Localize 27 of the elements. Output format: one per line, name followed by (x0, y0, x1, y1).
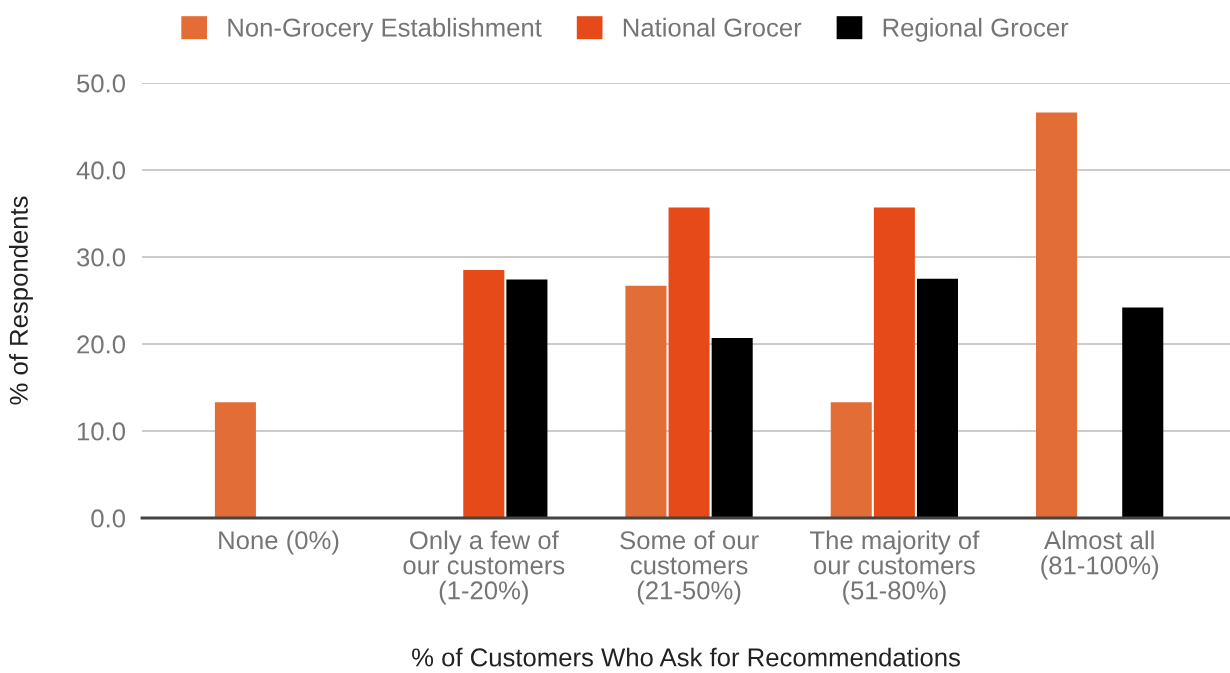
bar (463, 270, 505, 518)
legend-label: National Grocer (623, 17, 802, 37)
bar (916, 278, 958, 518)
bar (711, 337, 753, 518)
y-tick-label: 0.0 (91, 509, 126, 528)
legend-label: Regional Grocer (883, 17, 1069, 42)
bar (1122, 307, 1164, 518)
bar (506, 279, 548, 518)
bar (214, 402, 256, 518)
x-axis-title: % of Customers Who Ask for Recommendations (412, 647, 960, 667)
bar (668, 207, 710, 518)
y-tick-label: 20.0 (77, 335, 126, 354)
y-tick-label: 50.0 (77, 74, 126, 93)
x-tick-label: Some of our customers (21-50%) (620, 530, 759, 605)
x-tick-label: Only a few of our customers (1-20%) (403, 530, 565, 605)
y-axis-title: % of Respondents (9, 196, 33, 405)
bar (873, 207, 915, 518)
x-tick-label: Almost all (81-100%) (1041, 530, 1159, 580)
y-tick-label: 10.0 (77, 422, 126, 441)
x-tick-label: The majority of our customers (51-80%) (809, 530, 980, 605)
y-tick-label: 40.0 (76, 161, 126, 180)
bar (1036, 112, 1078, 518)
y-tick-label: 30.0 (77, 248, 126, 267)
bar (625, 285, 667, 518)
x-tick-label: None (0%) (219, 530, 339, 555)
bar (830, 402, 872, 518)
legend-label: Non-Grocery Establishment (228, 17, 542, 42)
